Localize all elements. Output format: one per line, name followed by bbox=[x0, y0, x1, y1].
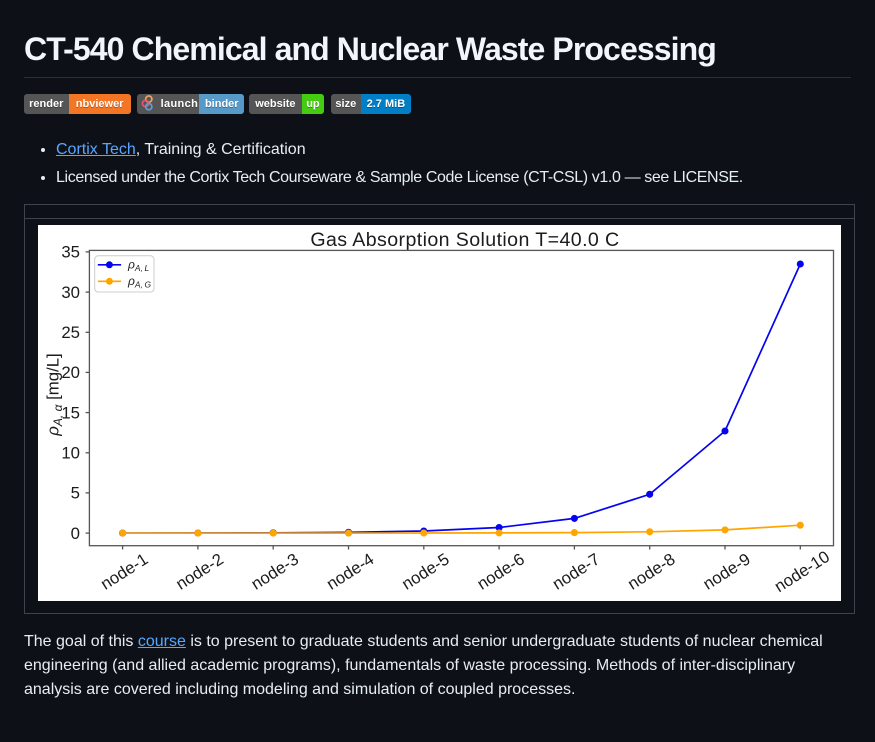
svg-text:35: 35 bbox=[61, 243, 80, 262]
svg-text:ρA, L: ρA, L bbox=[127, 258, 149, 274]
svg-text:15: 15 bbox=[61, 404, 80, 423]
svg-text:30: 30 bbox=[61, 283, 80, 302]
svg-text:10: 10 bbox=[61, 444, 80, 463]
svg-text:20: 20 bbox=[61, 364, 80, 383]
svg-text:0: 0 bbox=[71, 524, 80, 543]
svg-text:Gas Absorption Solution T=40.0: Gas Absorption Solution T=40.0 C bbox=[310, 229, 619, 251]
svg-text:ρA, α [mg/L]: ρA, α [mg/L] bbox=[44, 354, 66, 437]
svg-text:ρA, G: ρA, G bbox=[127, 274, 151, 290]
svg-text:5: 5 bbox=[71, 484, 80, 503]
svg-text:25: 25 bbox=[61, 324, 80, 343]
